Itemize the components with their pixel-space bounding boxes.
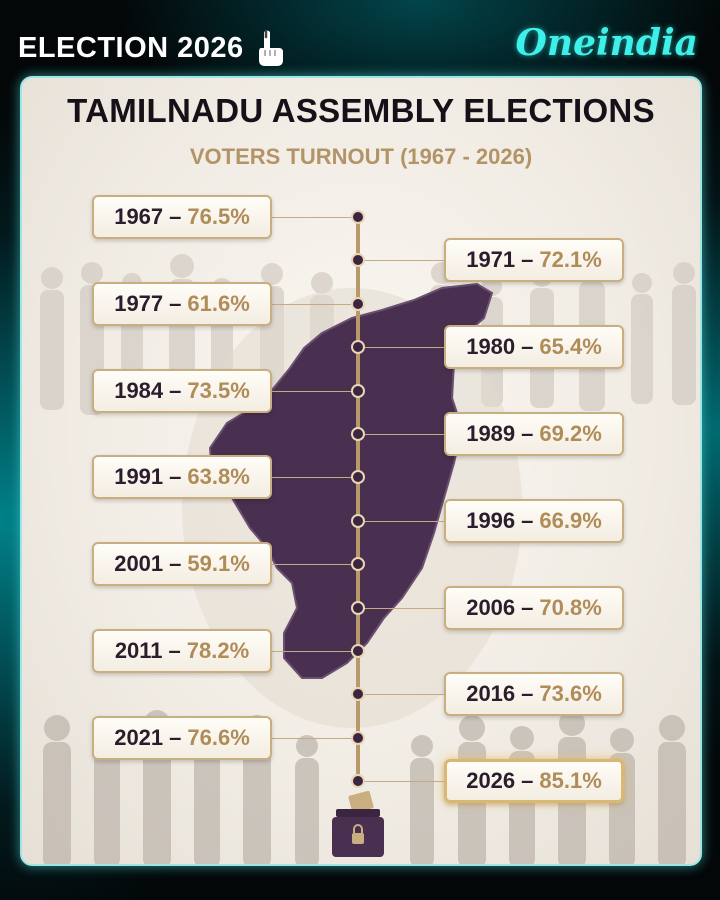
timeline-spine	[356, 213, 360, 775]
turnout-year: 1984	[114, 377, 164, 403]
turnout-percent: 61.6%	[187, 290, 250, 316]
turnout-label-1980: 1980–65.4%	[444, 325, 624, 370]
timeline-connector	[272, 651, 358, 652]
election-title-text: ELECTION 2026	[18, 31, 244, 64]
turnout-label-2006: 2006–70.8%	[444, 585, 624, 630]
turnout-year: 1991	[114, 464, 164, 490]
timeline-connector	[358, 347, 444, 349]
turnout-year: 1971	[466, 247, 516, 273]
turnout-label-1977: 1977–61.6%	[92, 281, 272, 326]
turnout-label-1996: 1996–66.9%	[444, 498, 624, 543]
turnout-separator: –	[169, 204, 182, 229]
turnout-year: 1967	[114, 204, 164, 229]
timeline-dot	[351, 687, 365, 702]
brand-logo: Oneindia	[515, 22, 698, 64]
timeline-dot	[351, 253, 365, 268]
timeline-connector	[272, 477, 358, 479]
turnout-label-2016: 2016–73.6%	[444, 672, 624, 717]
infographic-card: TAMILNADU ASSEMBLY ELECTIONS VOTERS TURN…	[20, 76, 702, 866]
turnout-label-2021: 2021–76.6%	[92, 715, 272, 760]
turnout-separator: –	[169, 464, 182, 490]
turnout-year: 2006	[466, 594, 516, 620]
turnout-separator: –	[169, 290, 182, 316]
turnout-separator: –	[168, 638, 181, 663]
turnout-percent: 70.8%	[539, 594, 602, 620]
turnout-percent: 85.1%	[539, 768, 602, 794]
turnout-label-1984: 1984–73.5%	[92, 368, 272, 413]
turnout-percent: 76.6%	[187, 724, 250, 750]
turnout-separator: –	[169, 551, 182, 577]
turnout-year: 2001	[114, 551, 164, 577]
turnout-year: 2026	[466, 768, 516, 794]
ballot-box-icon	[332, 791, 384, 857]
timeline-connector	[358, 607, 444, 609]
turnout-year: 1977	[114, 290, 164, 316]
turnout-separator: –	[169, 724, 182, 750]
timeline-dot	[351, 557, 365, 572]
timeline-connector	[272, 390, 358, 392]
turnout-label-1967: 1967–76.5%	[92, 195, 272, 239]
turnout-separator: –	[521, 768, 534, 794]
timeline-connector	[272, 564, 358, 566]
turnout-label-2011: 2011–78.2%	[92, 629, 272, 673]
timeline-dot	[351, 600, 365, 615]
timeline-dot	[351, 513, 365, 528]
turnout-year: 1980	[466, 334, 516, 360]
voting-finger-icon	[258, 29, 283, 66]
timeline-dot	[351, 774, 365, 789]
turnout-percent: 63.8%	[187, 464, 250, 490]
turnout-percent: 73.6%	[539, 681, 602, 707]
turnout-separator: –	[521, 594, 534, 620]
turnout-separator: –	[521, 247, 534, 273]
turnout-percent: 66.9%	[539, 507, 602, 533]
timeline-dot	[351, 340, 365, 355]
turnout-percent: 59.1%	[187, 551, 250, 577]
timeline-dot	[351, 210, 365, 224]
page-title: TAMILNADU ASSEMBLY ELECTIONS	[67, 92, 655, 129]
timeline-dot	[351, 383, 365, 398]
turnout-percent: 72.1%	[539, 247, 602, 273]
turnout-percent: 69.2%	[539, 421, 602, 446]
turnout-year: 2016	[466, 681, 516, 707]
turnout-year: 2021	[114, 724, 164, 750]
turnout-percent: 65.4%	[539, 334, 602, 360]
turnout-percent: 73.5%	[187, 377, 250, 403]
turnout-percent: 76.5%	[187, 204, 250, 229]
timeline-connector	[272, 737, 358, 739]
turnout-label-1971: 1971–72.1%	[444, 238, 624, 283]
timeline-connector	[358, 694, 444, 696]
timeline-dot	[351, 470, 365, 485]
turnout-separator: –	[521, 421, 534, 446]
timeline-dot	[351, 730, 365, 745]
timeline-dot	[351, 296, 365, 311]
timeline-connector	[272, 217, 358, 218]
turnout-separator: –	[521, 681, 534, 707]
turnout-label-1991: 1991–63.8%	[92, 455, 272, 500]
timeline-connector	[358, 781, 444, 783]
turnout-percent: 78.2%	[186, 638, 250, 663]
timeline-connector	[272, 303, 358, 305]
turnout-label-1989: 1989–69.2%	[444, 412, 624, 456]
timeline-dot	[351, 644, 365, 658]
turnout-year: 2011	[114, 638, 163, 663]
turnout-separator: –	[521, 334, 534, 360]
timeline-connector	[358, 520, 444, 522]
turnout-separator: –	[521, 507, 534, 533]
timeline-dot	[351, 427, 365, 441]
turnout-label-2026: 2026–85.1%	[444, 759, 624, 804]
turnout-year: 1989	[466, 421, 516, 446]
timeline-connector	[358, 260, 444, 262]
page-subtitle: VOTERS TURNOUT (1967 - 2026)	[189, 144, 533, 169]
turnout-year: 1996	[466, 507, 516, 533]
turnout-label-2001: 2001–59.1%	[92, 542, 272, 587]
election-title: ELECTION 2026	[18, 28, 286, 68]
turnout-separator: –	[169, 377, 182, 403]
timeline-connector	[358, 434, 444, 435]
